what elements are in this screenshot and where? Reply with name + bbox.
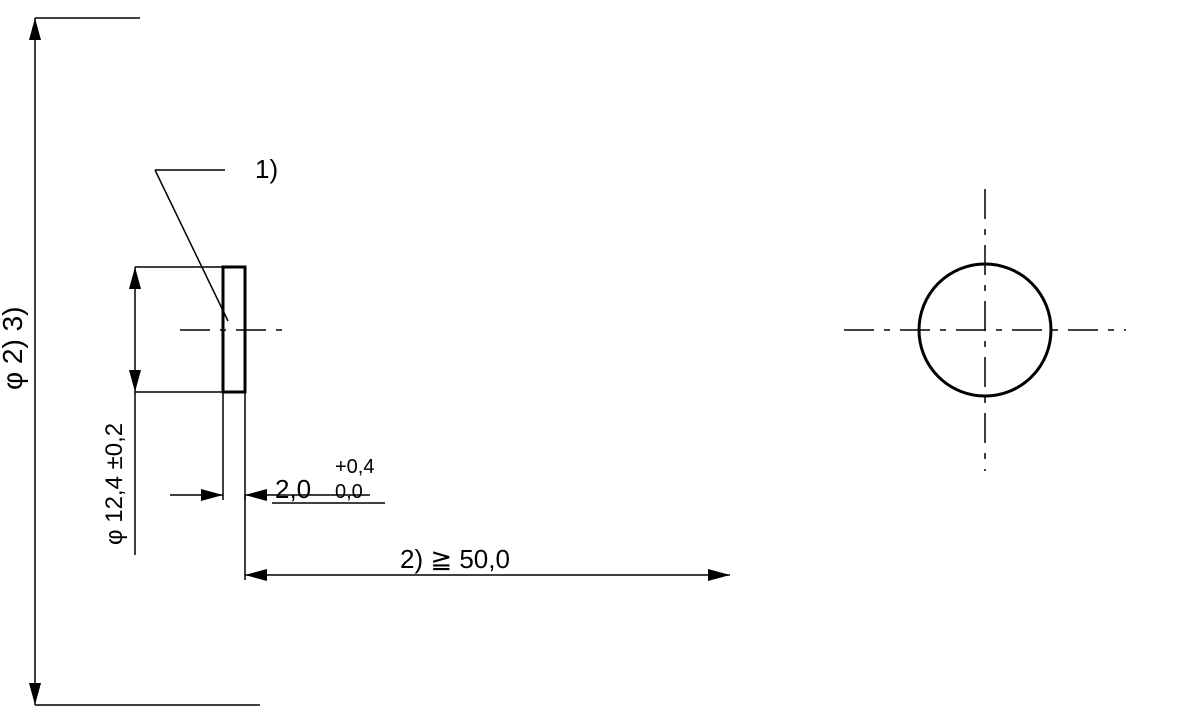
dim-diam-label: φ 12,4 ±0,2 xyxy=(101,423,128,545)
dim-large-label: φ 2) 3) xyxy=(0,306,28,390)
callout-1-leader-d xyxy=(155,170,228,321)
callout-1-label: 1) xyxy=(255,154,278,184)
dim-thk-tol-upper: +0,4 xyxy=(335,456,374,478)
dim-thk-tol-lower: 0,0 xyxy=(335,481,363,503)
dim-thk-value: 2,0 xyxy=(275,474,311,504)
dim-len-label: 2) ≧ 50,0 xyxy=(400,544,510,574)
